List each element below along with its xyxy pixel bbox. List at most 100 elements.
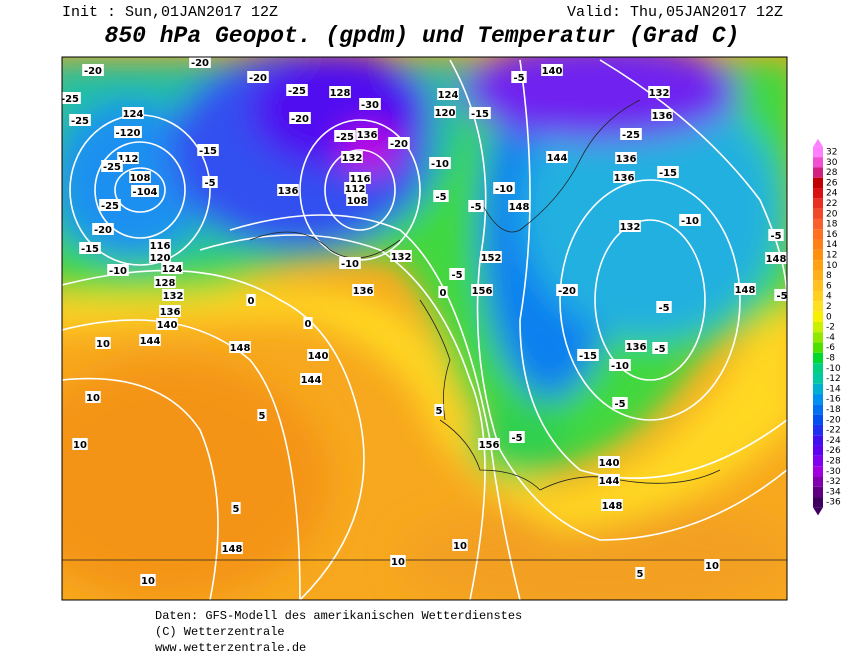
- contour-label: -5: [451, 270, 462, 281]
- contour-label: -5: [658, 303, 669, 314]
- valid-time: Valid: Thu,05JAN2017 12Z: [567, 4, 783, 21]
- contour-label: 140: [308, 351, 329, 362]
- colorbar-swatch: [813, 352, 823, 364]
- footer-line: Daten: GFS-Modell des amerikanischen Wet…: [155, 609, 522, 623]
- colorbar-label: 32: [826, 148, 837, 158]
- contour-labels: -20-20-20-25124-25-120-15112-25108-104-5…: [62, 57, 787, 587]
- colorbar-swatch: [813, 291, 823, 302]
- colorbar-label: -34: [826, 487, 841, 497]
- colorbar-swatch: [813, 332, 823, 343]
- contour-label: 108: [347, 196, 368, 207]
- contour-label: 128: [155, 278, 176, 289]
- colorbar-label: -18: [826, 405, 841, 415]
- label-box: [452, 539, 468, 551]
- contour-label: 120: [435, 108, 456, 119]
- colorbar-label: -20: [826, 415, 841, 425]
- label-box: [341, 151, 363, 163]
- label-box: [114, 126, 142, 138]
- colorbar-label: 8: [826, 271, 832, 281]
- label-box: [356, 128, 378, 140]
- colorbar-swatch: [813, 270, 823, 281]
- colorbar-label: 26: [826, 178, 838, 188]
- label-box: [286, 84, 308, 96]
- colorbar-label: 28: [826, 168, 838, 178]
- label-box: [346, 194, 368, 206]
- colorbar-label: 20: [826, 209, 838, 219]
- label-box: [598, 474, 620, 486]
- contour-label: 124: [162, 264, 183, 275]
- label-box: [95, 337, 111, 349]
- contour-label: 0: [440, 288, 447, 299]
- contour-label: 136: [652, 111, 673, 122]
- label-box: [612, 397, 628, 409]
- contour-label: -10: [495, 184, 513, 195]
- colorbar-swatch: [813, 311, 823, 322]
- label-box: [438, 286, 448, 298]
- label-box: [202, 176, 218, 188]
- label-box: [449, 268, 465, 280]
- contour-label: 152: [481, 253, 502, 264]
- label-box: [635, 567, 645, 579]
- contour-label: -5: [776, 291, 787, 302]
- colorbar-swatch: [813, 198, 823, 209]
- contour-label: 10: [705, 561, 719, 572]
- label-box: [197, 144, 219, 156]
- contour-label: -20: [94, 225, 112, 236]
- label-box: [433, 190, 449, 202]
- contour-label: 156: [479, 440, 500, 451]
- label-box: [229, 341, 251, 353]
- colorbar: 32302826242220181614121086420-2-4-6-8-10…: [813, 138, 841, 516]
- colorbar-label: -6: [826, 343, 835, 353]
- colorbar-swatch: [813, 476, 823, 487]
- contour-label: 116: [150, 241, 171, 252]
- label-box: [231, 502, 241, 514]
- label-box: [139, 334, 161, 346]
- label-box: [154, 276, 176, 288]
- colorbar-label: 12: [826, 251, 837, 261]
- label-box: [541, 64, 563, 76]
- contour-label: -5: [511, 433, 522, 444]
- colorbar-swatch: [813, 486, 823, 498]
- contour-label: 108: [130, 173, 151, 184]
- colorbar-label: 6: [826, 281, 832, 291]
- label-box: [613, 171, 635, 183]
- label-box: [508, 200, 530, 212]
- label-box: [657, 166, 679, 178]
- label-box: [62, 92, 81, 104]
- colorbar-label: 18: [826, 220, 838, 230]
- contour-label: 132: [391, 252, 412, 263]
- footer-line: (C) Wetterzentrale: [155, 625, 285, 639]
- contour-label: 136: [357, 130, 378, 141]
- label-box: [434, 106, 456, 118]
- contour-label: 148: [735, 285, 756, 296]
- label-box: [651, 109, 673, 121]
- colorbar-swatch: [813, 260, 823, 271]
- label-box: [765, 252, 787, 264]
- colorbar-arrow: [813, 507, 823, 516]
- label-box: [577, 349, 599, 361]
- label-box: [149, 239, 171, 251]
- colorbar-swatch: [813, 301, 823, 312]
- contour-label: -10: [611, 361, 629, 372]
- colorbar-label: -4: [826, 333, 835, 343]
- label-box: [79, 242, 101, 254]
- contour-label: -5: [435, 192, 446, 203]
- contour-label: -20: [390, 139, 408, 150]
- colorbar-swatch: [813, 373, 823, 384]
- label-box: [101, 160, 123, 172]
- colorbar-label: 0: [826, 312, 832, 322]
- label-box: [469, 107, 491, 119]
- colorbar-swatch: [813, 404, 823, 415]
- colorbar-swatch: [813, 167, 823, 178]
- label-box: [107, 264, 129, 276]
- colorbar-swatch: [813, 394, 823, 405]
- label-box: [161, 262, 183, 274]
- colorbar-swatch: [813, 342, 823, 353]
- colorbar-swatch: [813, 177, 823, 189]
- contour-label: 136: [278, 186, 299, 197]
- colorbar-swatch: [813, 363, 823, 374]
- label-box: [307, 349, 329, 361]
- contour-label: 148: [509, 202, 530, 213]
- contour-label: 140: [542, 66, 563, 77]
- contour-label: 144: [140, 336, 161, 347]
